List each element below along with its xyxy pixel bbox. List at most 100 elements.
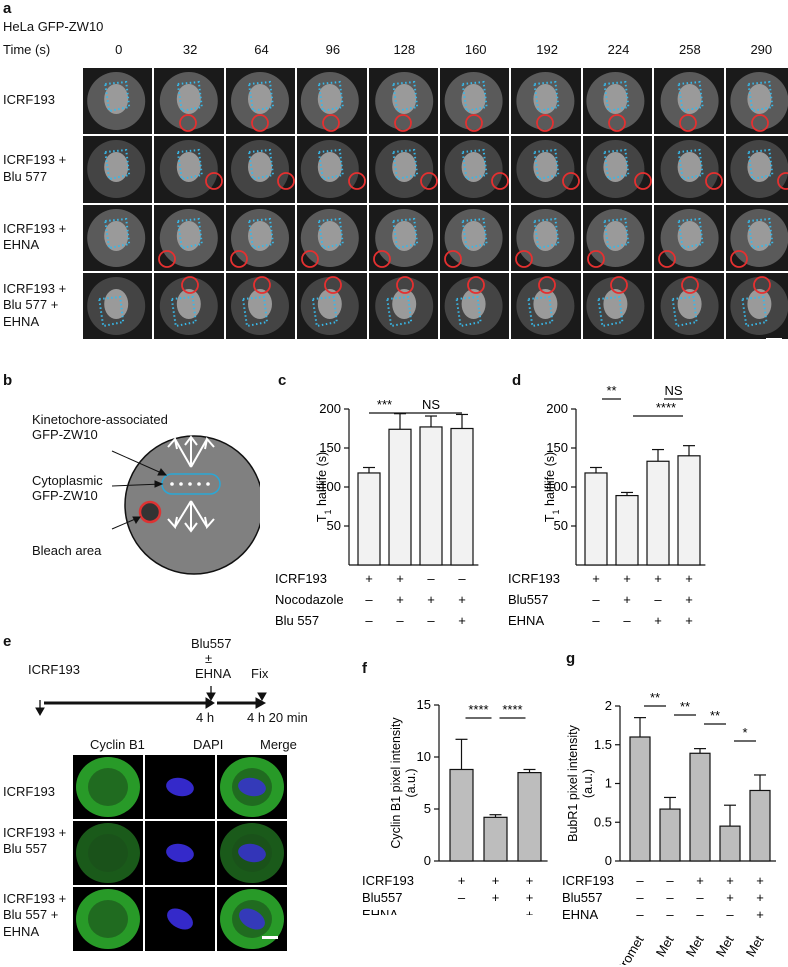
condition-sign: –	[666, 873, 674, 888]
bleach-roi	[465, 114, 483, 132]
bleach-roi	[322, 114, 341, 132]
microscopy-frame	[654, 68, 724, 135]
microscopy-frame	[440, 204, 510, 271]
frame-content	[729, 208, 788, 268]
time-label: 64	[254, 42, 269, 57]
significance-label: ****	[656, 400, 676, 415]
panel-letter-a: a	[3, 0, 12, 17]
condition-sign: +	[592, 571, 600, 586]
chromatin	[746, 152, 771, 183]
chart-d: 50 100 150 200 T1 halflife (s) ** NS **** ICRF19…	[508, 383, 706, 628]
frame-content	[167, 908, 193, 930]
condition-sign: +	[696, 873, 704, 888]
condition-sign: +	[685, 571, 693, 586]
immunofluorescence-frame	[145, 821, 215, 885]
y-tick-label: 0	[605, 853, 612, 868]
chromatin	[317, 152, 342, 183]
frame-content	[444, 275, 503, 335]
y-tick-label: 150	[546, 440, 568, 455]
chromatin	[104, 220, 129, 251]
bar	[677, 455, 701, 566]
pointer-arrows	[111, 450, 168, 530]
kinetochore-dots	[170, 482, 210, 486]
bar	[689, 752, 711, 862]
condition-name: Blu557	[362, 890, 402, 905]
y-tick-label: 50	[327, 518, 341, 533]
frame-content	[220, 889, 284, 949]
condition-sign: +	[756, 907, 764, 922]
condition-sign: –	[365, 592, 373, 607]
y-label-sub: 1	[323, 510, 333, 515]
condition-sign: +	[492, 890, 500, 905]
timeline-start-label: ICRF193	[28, 662, 81, 677]
cell-line-label: HeLa GFP-ZW10	[3, 19, 104, 34]
bar	[629, 736, 651, 862]
chromatin	[391, 84, 416, 114]
frame-content	[444, 72, 503, 132]
bleach-roi	[750, 114, 769, 132]
condition-sign: +	[623, 592, 631, 607]
frame-content	[76, 757, 140, 817]
bar	[419, 426, 443, 566]
frame-content	[230, 72, 289, 132]
condition-sign: –	[592, 613, 600, 628]
bleach-roi	[229, 249, 248, 268]
panel-letter-c: c	[278, 372, 287, 389]
condition-sign: –	[666, 890, 674, 905]
chromatin	[317, 84, 342, 114]
microscopy-frame	[654, 272, 724, 340]
panel-letter-e: e	[3, 633, 12, 650]
e-row-label-2: ICRF193 + Blu 557	[3, 825, 67, 857]
condition-name: Blu557	[562, 890, 602, 905]
bleach-roi	[679, 114, 698, 132]
timeline-arrows	[35, 686, 267, 717]
immunofluorescence-frame	[73, 887, 143, 951]
microscopy-frame	[154, 204, 224, 271]
microscopy-frame	[511, 68, 581, 135]
condition-sign: –	[636, 890, 644, 905]
frame-content	[166, 777, 194, 797]
bleach-roi	[276, 172, 295, 191]
bleach-roi	[515, 249, 534, 268]
experiment-timeline	[35, 686, 267, 717]
significance-label: **	[710, 708, 720, 723]
bar	[449, 768, 474, 862]
frame-content	[374, 275, 433, 335]
chromatin	[677, 220, 702, 251]
frame-content	[87, 276, 146, 335]
condition-sign: +	[526, 873, 534, 888]
y-tick-label: 1.5	[594, 737, 612, 752]
chromatin	[104, 288, 129, 319]
microscopy-frame	[297, 204, 367, 271]
significance-label: NS	[664, 383, 682, 398]
condition-sign: +	[623, 571, 631, 586]
significance-label: **	[606, 383, 616, 398]
bleach-roi	[250, 114, 269, 132]
row-label: ICRF193 + Blu 577	[3, 152, 67, 184]
microscopy-frame	[582, 136, 653, 203]
condition-name: EHNA	[362, 907, 398, 915]
chromatin	[746, 288, 771, 319]
microscopy-frame	[368, 136, 438, 203]
microscopy-frame	[154, 136, 224, 203]
condition-sign: –	[636, 873, 644, 888]
timeline-fix-label: Fix	[251, 666, 269, 681]
dapi-signal	[238, 777, 266, 797]
microscopy-frame	[83, 204, 153, 271]
condition-name: Nocodazole	[275, 592, 344, 607]
chromatin	[746, 84, 771, 114]
bleach-roi	[324, 275, 343, 294]
chromatin	[677, 152, 702, 183]
timeline-4h-label: 4 h	[196, 710, 215, 725]
time-label: 32	[182, 42, 198, 57]
microscopy-frame	[511, 136, 581, 203]
frame-content	[660, 275, 719, 335]
chromatin	[247, 152, 272, 183]
microscopy-frame	[440, 136, 510, 203]
bleach-roi	[252, 275, 271, 294]
microscopy-frame	[225, 204, 296, 271]
microscopy-frame	[83, 68, 153, 135]
frame-content	[87, 140, 146, 199]
y-tick-label: 5	[424, 801, 431, 816]
chromatin	[461, 220, 486, 251]
